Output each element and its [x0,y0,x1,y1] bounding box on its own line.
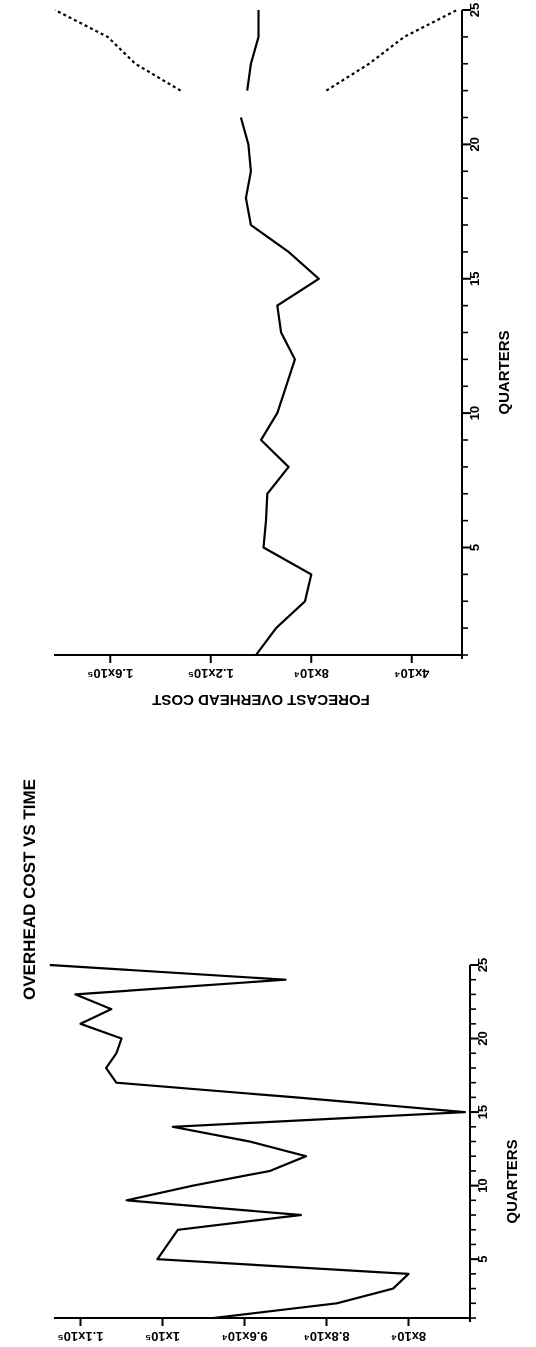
confidence-bound-line [325,9,458,92]
y-tick-label: 9.6x10⁴ [221,1329,267,1344]
x-tick-label: 25 [475,958,490,972]
y-tick-label: 8x10⁴ [391,1329,426,1344]
y-tick-label: 1.2x10⁵ [188,666,234,681]
y-tick-label: 8.8x10⁴ [303,1329,349,1344]
main-title: OVERHEAD COST VS TIME [20,779,39,1000]
y-tick-label: 4x10⁴ [394,666,429,681]
actual-cost-chart: 5 10 15 20 25 8x10⁴ 8.8x10⁴ 9.6x10⁴ 1x10⁵ 1.1x10⁵… [49,958,521,1344]
y-tick-label: 1.6x10⁵ [87,666,133,681]
x-tick-label: 20 [475,1031,490,1045]
x-axis-title: QUARTERS [504,1139,521,1223]
y-axis-title: FORECAST OVERHEAD COST [152,691,370,708]
forecast-cost-chart: 5 10 15 20 25 4x10⁴ 8x10⁴ 1.2x10⁵ 1.6x10⁵ QUARTER… [54,3,513,708]
confidence-bound-line [54,9,182,92]
y-tick-label: 1x10⁵ [145,1329,180,1344]
x-tick-label: 20 [467,137,482,151]
x-tick-label: 10 [475,1178,490,1192]
cost-series-line [246,10,260,91]
x-tick-label: 25 [467,3,482,17]
cost-series-line [239,117,320,656]
cost-series-line [49,963,466,1320]
y-tick-label: 8x10⁴ [294,666,329,681]
main-title-group: OVERHEAD COST VS TIME [20,779,39,1000]
x-tick-label: 5 [475,1256,490,1263]
y-tick-label: 1.1x10⁵ [58,1329,104,1344]
x-axis-title: QUARTERS [496,330,513,414]
x-tick-label: 15 [475,1105,490,1119]
x-tick-label: 15 [467,272,482,286]
x-tick-label: 5 [467,544,482,551]
x-tick-label: 10 [467,406,482,420]
